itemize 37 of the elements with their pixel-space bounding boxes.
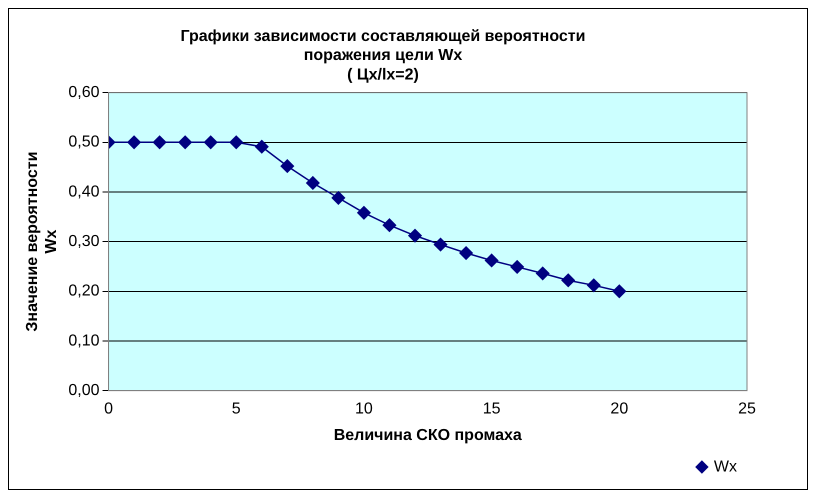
- chart-title: Графики зависимости составляющей вероятности поражения цели Wx ( Цx/lx=2): [180, 28, 586, 84]
- y-tick-label: 0,20: [68, 282, 100, 300]
- point: [612, 284, 626, 298]
- y-tick-label: 0,40: [68, 183, 100, 200]
- y-tick-label: 0,50: [68, 134, 100, 151]
- point: [536, 266, 550, 280]
- point: [255, 140, 269, 154]
- point: [357, 206, 371, 220]
- legend-label: Wx: [714, 458, 738, 476]
- x-tick-label: 25: [738, 400, 756, 418]
- point: [561, 274, 575, 288]
- x-axis-title: Величина СКО промаха: [334, 426, 522, 444]
- point: [408, 228, 422, 242]
- point: [587, 278, 601, 292]
- point: [459, 246, 473, 260]
- x-tick-label: 5: [232, 400, 241, 418]
- point: [229, 136, 243, 150]
- x-tick-label: 15: [482, 400, 501, 418]
- y-tick-label: 0,00: [68, 382, 100, 400]
- point: [484, 254, 498, 268]
- x-tick-label: 20: [610, 400, 628, 418]
- x-tick-label: 0: [104, 400, 114, 418]
- x-tick-label: 10: [355, 400, 373, 418]
- y-tick-label: 0,60: [68, 84, 100, 102]
- y-tick-label: 0,10: [68, 332, 100, 350]
- point: [280, 159, 294, 173]
- point: [434, 238, 448, 252]
- point: [178, 136, 192, 150]
- point: [127, 136, 141, 150]
- y-tick-label: 0,30: [68, 233, 100, 250]
- point: [510, 260, 524, 274]
- point: [152, 136, 166, 150]
- y-axis-title: Значение вероятности Wx: [24, 152, 60, 332]
- point: [306, 176, 320, 190]
- point: [332, 191, 346, 205]
- point: [382, 218, 396, 232]
- point: [204, 136, 218, 150]
